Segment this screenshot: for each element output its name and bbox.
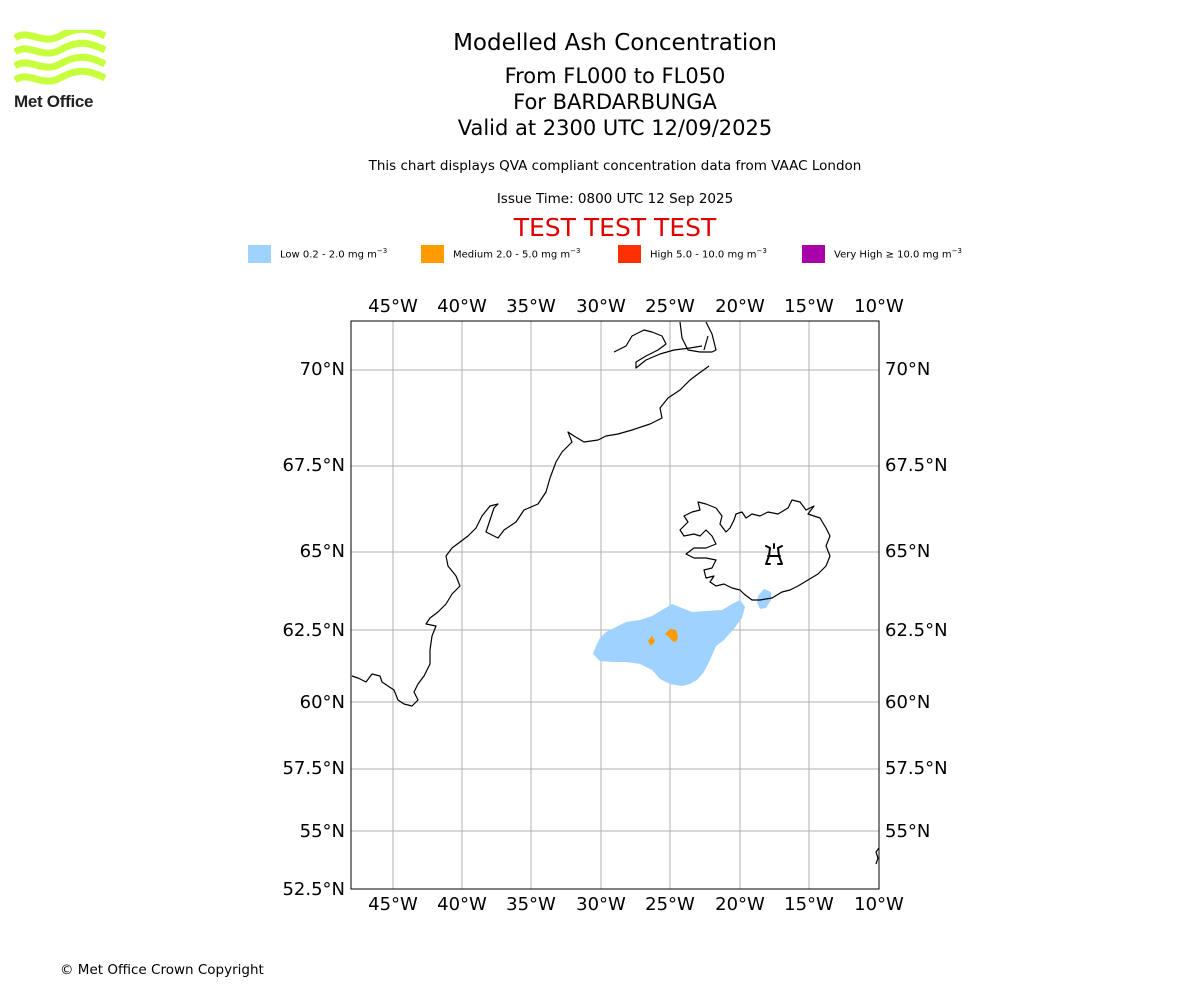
met-office-logo: Met Office <box>14 30 109 112</box>
issue-time: Issue Time: 0800 UTC 12 Sep 2025 <box>496 191 734 207</box>
legend-unit-exponent: −3 <box>570 247 581 255</box>
lat-label-left: 60°N <box>300 692 345 713</box>
lat-label-left: 65°N <box>300 541 345 562</box>
lon-label-top: 25°W <box>645 296 695 317</box>
lon-label-bottom: 20°W <box>715 894 765 915</box>
lon-label-top: 10°W <box>854 296 904 317</box>
legend-unit-exponent: −3 <box>756 247 767 255</box>
lon-label-bottom: 40°W <box>437 894 487 915</box>
met-office-waves-logo <box>14 30 106 85</box>
legend-unit-exponent: −3 <box>376 247 388 255</box>
coastline-scotland-edge <box>875 847 880 865</box>
lon-label-top: 15°W <box>784 296 834 317</box>
legend-label-medium: Medium 2.0 - 5.0 mg m <box>453 249 571 261</box>
coastlines <box>351 321 880 865</box>
coastline-greenland-north <box>613 321 717 369</box>
lon-label-top: 35°W <box>506 296 556 317</box>
lat-label-right: 55°N <box>885 821 930 842</box>
lat-label-left: 62.5°N <box>282 620 345 641</box>
lon-label-bottom: 35°W <box>506 894 556 915</box>
compliance-note: This chart displays QVA compliant concen… <box>368 158 862 174</box>
lat-label-left: 57.5°N <box>282 758 345 779</box>
lat-label-right: 62.5°N <box>885 620 948 641</box>
legend-swatch-medium <box>421 245 444 263</box>
legend-swatch-high <box>618 245 641 263</box>
lat-label-right: 67.5°N <box>885 455 948 476</box>
volcano-name-line: For BARDARBUNGA <box>513 90 717 114</box>
copyright-notice: © Met Office Crown Copyright <box>60 962 264 978</box>
lat-labels-right: 55°N 57.5°N 60°N 62.5°N 65°N 67.5°N 70°N <box>885 359 948 842</box>
lon-labels-top: 45°W 40°W 35°W 30°W 25°W 20°W 15°W 10°W <box>368 296 904 317</box>
lat-label-left: 67.5°N <box>282 455 345 476</box>
lat-label-right: 70°N <box>885 359 930 380</box>
ash-area-medium-west <box>648 636 655 646</box>
legend: Low 0.2 - 2.0 mg m−3 Medium 2.0 - 5.0 mg… <box>0 244 1200 264</box>
lat-label-left: 52.5°N <box>282 879 345 900</box>
legend-label-very-high: Very High ≥ 10.0 mg m <box>834 249 952 261</box>
lon-labels-bottom: 45°W 40°W 35°W 30°W 25°W 20°W 15°W 10°W <box>368 894 904 915</box>
ash-area-medium-east <box>665 629 678 642</box>
lat-label-left: 55°N <box>300 821 345 842</box>
flight-level-range: From FL000 to FL050 <box>504 64 726 88</box>
lat-label-right: 65°N <box>885 541 930 562</box>
lon-label-bottom: 15°W <box>784 894 834 915</box>
coastline-iceland <box>679 499 831 601</box>
gridlines <box>351 321 879 889</box>
legend-label-low: Low 0.2 - 2.0 mg m <box>280 249 377 261</box>
ash-areas <box>593 589 771 686</box>
test-banner: TEST TEST TEST <box>513 213 717 242</box>
lon-label-top: 45°W <box>368 296 418 317</box>
valid-time: Valid at 2300 UTC 12/09/2025 <box>457 116 773 140</box>
lat-label-right: 57.5°N <box>885 758 948 779</box>
lon-label-bottom: 25°W <box>645 894 695 915</box>
legend-unit-exponent: −3 <box>951 247 962 255</box>
lat-labels-left: 52.5°N 55°N 57.5°N 60°N 62.5°N 65°N 67.5… <box>282 359 345 900</box>
lon-label-bottom: 10°W <box>854 894 904 915</box>
logo-brand-text: Met Office <box>14 92 94 111</box>
legend-swatch-very-high <box>802 245 825 263</box>
coastline-greenland-east <box>351 365 710 707</box>
lon-label-top: 40°W <box>437 296 487 317</box>
lon-label-top: 20°W <box>715 296 765 317</box>
lon-label-bottom: 45°W <box>368 894 418 915</box>
lat-label-left: 70°N <box>300 359 345 380</box>
volcano-icon <box>765 543 783 565</box>
chart-title: Modelled Ash Concentration <box>453 30 777 56</box>
ash-area-low-main <box>593 600 745 686</box>
lat-label-right: 60°N <box>885 692 930 713</box>
lon-label-bottom: 30°W <box>576 894 626 915</box>
map-frame <box>350 320 880 890</box>
lon-label-top: 30°W <box>576 296 626 317</box>
legend-swatch-low <box>248 245 271 263</box>
legend-label-high: High 5.0 - 10.0 mg m <box>650 249 757 261</box>
